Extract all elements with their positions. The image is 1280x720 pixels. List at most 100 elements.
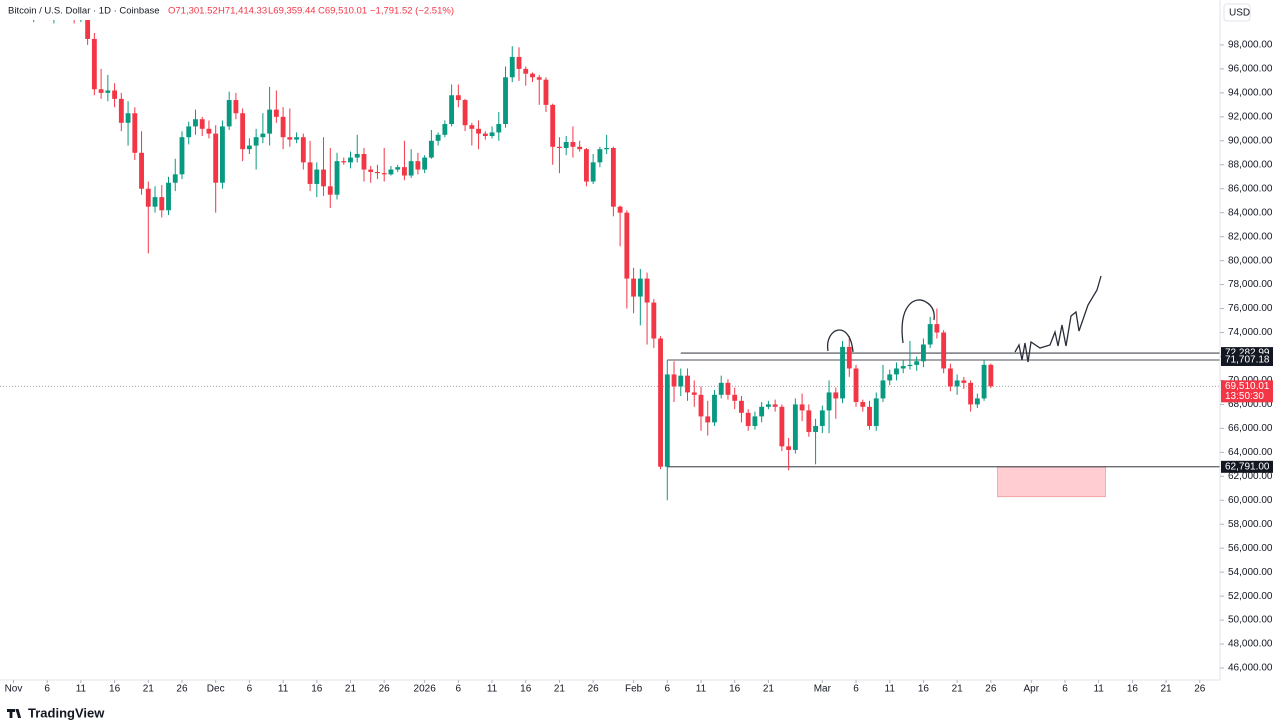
candle-body (934, 324, 940, 333)
candle-body (435, 134, 441, 141)
candle-body (267, 109, 273, 134)
y-tick-label: 68,000.00 (1228, 399, 1273, 410)
currency-box[interactable] (1223, 3, 1251, 22)
y-tick-label: 74,000.00 (1228, 327, 1273, 338)
candle-body (199, 119, 205, 129)
candle-body (840, 346, 845, 399)
drawings (826, 275, 1102, 363)
candle-body (536, 77, 542, 80)
x-tick-label: 6 (1062, 684, 1068, 695)
candle-body (846, 346, 852, 369)
candle-body (449, 95, 455, 125)
x-tick-label: Nov (5, 684, 23, 695)
x-tick-label: 11 (1093, 684, 1104, 695)
x-tick-label: 21 (763, 684, 775, 695)
candle-body (381, 173, 387, 175)
candle-body (907, 364, 913, 367)
symbol: Bitcoin / U.S. Dollar · 1D · Coinbase (8, 6, 160, 17)
candle-body (294, 137, 300, 140)
candle-body (583, 149, 589, 182)
x-tick-label: 6 (247, 684, 253, 695)
y-tick-label: 80,000.00 (1228, 255, 1273, 266)
candle-body (597, 149, 603, 163)
candle-body (759, 406, 765, 417)
candle-body (954, 380, 960, 387)
candle-body (617, 206, 623, 213)
candle-body (166, 182, 171, 211)
candle-body (880, 380, 886, 399)
candle-body (220, 126, 225, 183)
candle-body (226, 100, 232, 127)
candle-body (314, 169, 320, 184)
candle-body (321, 169, 326, 187)
y-tick-label: 60,000.00 (1228, 495, 1273, 506)
x-tick-label: 6 (853, 684, 859, 695)
candle-body (860, 402, 866, 407)
x-tick-label: Mar (814, 684, 832, 695)
candle-body (530, 73, 535, 78)
y-tick-label: 92,000.00 (1228, 111, 1273, 122)
candle-body (900, 366, 906, 369)
candle-body (927, 324, 933, 345)
candle-body (725, 382, 731, 395)
ohlc-low: L69,359.44 (268, 6, 316, 17)
level-label-bg (1221, 353, 1273, 366)
candle-body (570, 141, 576, 147)
currency[interactable]: USD (1229, 8, 1250, 19)
candle-body (718, 382, 724, 395)
x-tick-label: 6 (44, 684, 50, 695)
candle-body (476, 128, 481, 134)
candle-body (348, 157, 353, 163)
x-tick-label: 16 (729, 684, 741, 695)
candle-body (819, 410, 825, 426)
y-tick-label: 64,000.00 (1228, 447, 1273, 458)
y-tick-label: 88,000.00 (1228, 159, 1273, 170)
candle-body (557, 146, 562, 148)
candle-body (179, 137, 185, 175)
y-tick-label: 98,000.00 (1228, 40, 1273, 51)
logo-dot (15, 709, 19, 712)
candle-body (193, 119, 198, 127)
time-axis: Nov 6 11 16 21 26 Dec 6 11 16 21 26 2026 6 11 16 21 26 Feb… (5, 680, 1206, 695)
candle-body (806, 410, 812, 432)
candle-body (947, 368, 953, 387)
y-tick-label: 86,000.00 (1228, 183, 1273, 194)
x-tick-label: 21 (1161, 684, 1173, 695)
candle-body (658, 338, 663, 467)
countdown: 13:50:30 (1225, 391, 1264, 402)
y-tick-label: 56,000.00 (1228, 543, 1273, 554)
candle-body (920, 344, 926, 362)
candle-body (260, 133, 266, 138)
x-tick-label: 16 (311, 684, 323, 695)
level-label: 71,707.18 (1225, 355, 1270, 366)
y-tick-label: 76,000.00 (1228, 303, 1273, 314)
y-tick-label: 96,000.00 (1228, 64, 1273, 75)
ohlc-close: C69,510.01 (318, 6, 367, 17)
y-tick-label: 50,000.00 (1228, 615, 1273, 626)
candle-body (988, 364, 994, 387)
candle-body (132, 113, 138, 153)
candle-body (610, 147, 616, 207)
candle-body (253, 137, 259, 146)
candle-body (739, 400, 744, 413)
candle-body (543, 79, 549, 105)
x-tick-label: 16 (1127, 684, 1139, 695)
candle-body (85, 8, 91, 39)
candle-body (786, 446, 792, 450)
hand-drawing (826, 329, 854, 353)
brand: TradingView (28, 705, 105, 720)
candle-body (408, 161, 414, 176)
candle-body (145, 188, 151, 207)
candle-body (664, 374, 670, 467)
last-price-bg (1221, 380, 1273, 403)
y-tick-label: 94,000.00 (1228, 88, 1273, 99)
level-label-bg (1221, 460, 1273, 473)
candle-body (388, 169, 394, 175)
candle-body (813, 425, 819, 432)
x-tick-label: 11 (487, 684, 498, 695)
candle-body (590, 162, 596, 182)
candle-body (637, 278, 643, 297)
candle-body (240, 113, 246, 150)
x-tick-label: 26 (1194, 684, 1206, 695)
